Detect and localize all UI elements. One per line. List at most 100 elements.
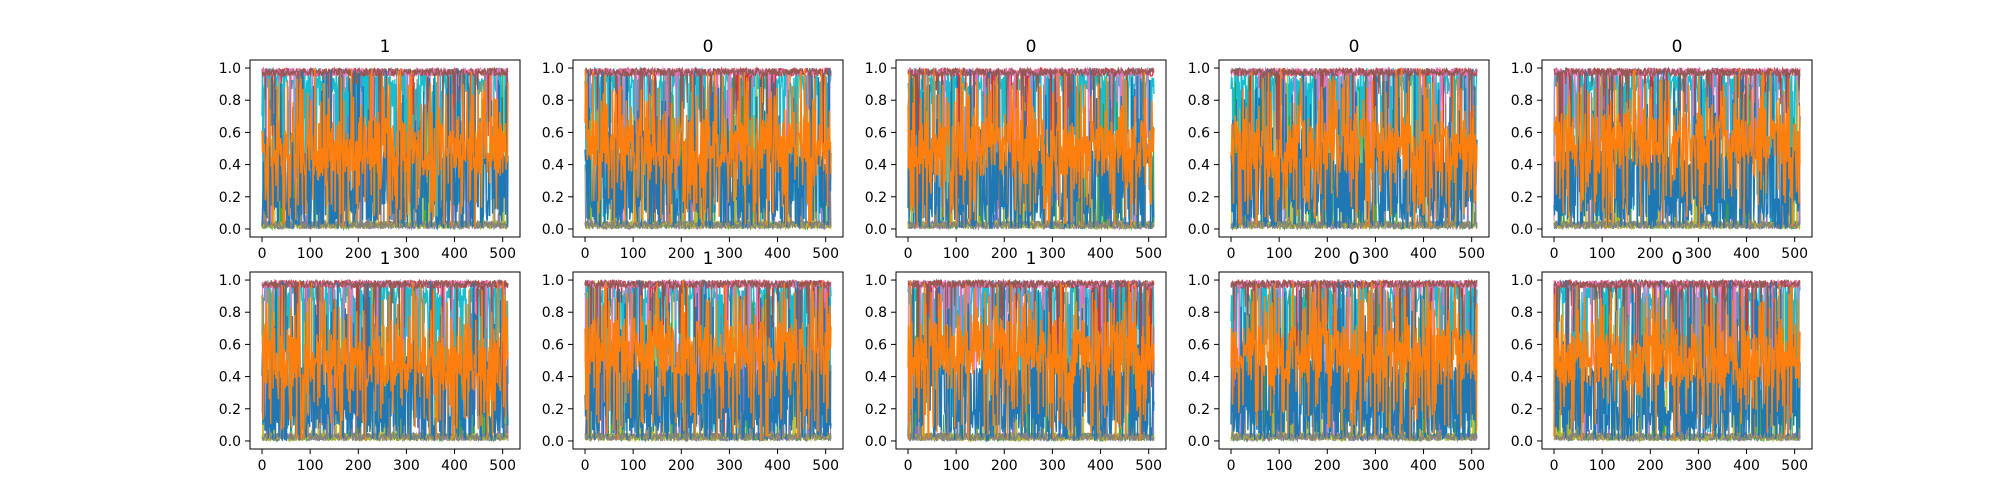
- y-tick-label: 1.0: [219, 273, 241, 289]
- x-tick-label: 100: [1266, 246, 1293, 262]
- x-tick-label: 500: [812, 246, 839, 262]
- y-tick-label: 0.6: [542, 337, 564, 353]
- series-line-orange: [1553, 282, 1801, 441]
- y-tick-label: 0.6: [865, 125, 887, 141]
- x-tick-label: 0: [1550, 246, 1559, 262]
- y-tick-label: 0.4: [865, 158, 887, 174]
- y-tick-label: 0.8: [865, 93, 887, 109]
- series-line-minor: [1230, 283, 1478, 443]
- x-tick-label: 0: [1550, 458, 1559, 474]
- y-tick-label: 0.8: [219, 93, 241, 109]
- y-tick-label: 0.0: [1511, 222, 1533, 238]
- series-line-orange: [1230, 67, 1478, 229]
- plot-area: [261, 66, 509, 232]
- y-tick-label: 0.0: [865, 434, 887, 450]
- series-line-minor: [1553, 278, 1801, 438]
- y-tick-label: 0.0: [542, 222, 564, 238]
- x-tick-label: 100: [620, 246, 647, 262]
- series-line-minor: [584, 69, 832, 231]
- x-tick-label: 500: [489, 458, 516, 474]
- series-line-minor: [1230, 278, 1478, 441]
- y-tick-label: 0.2: [865, 402, 887, 418]
- y-tick-label: 0.6: [1511, 125, 1533, 141]
- plot-area: [584, 66, 832, 231]
- axes-frame: [895, 271, 1167, 450]
- y-tick-label: 0.4: [1511, 158, 1533, 174]
- x-tick-label: 100: [1589, 246, 1616, 262]
- x-tick-label: 200: [668, 246, 695, 262]
- x-tick-label: 300: [393, 246, 420, 262]
- x-tick-label: 400: [1733, 458, 1760, 474]
- y-tick-label: 0.4: [542, 370, 564, 386]
- x-tick-label: 200: [668, 458, 695, 474]
- x-tick-label: 200: [1637, 458, 1664, 474]
- plot-area: [907, 65, 1155, 231]
- plot-area: [584, 278, 832, 443]
- subplot-5: 0 100 200 300 400 500 0.0 0.2 0.4 0.6 0.8 1.0 0: [1511, 37, 1813, 262]
- series-line-minor: [261, 68, 509, 231]
- series-line-orange: [584, 68, 832, 228]
- y-tick-label: 0.8: [1511, 305, 1533, 321]
- y-tick-label: 0.6: [865, 337, 887, 353]
- y-tick-label: 1.0: [1188, 273, 1210, 289]
- plot-area: [1230, 66, 1478, 231]
- axes-frame: [572, 271, 844, 450]
- x-tick-label: 500: [1781, 246, 1808, 262]
- x-tick-label: 300: [1362, 458, 1389, 474]
- axes-frame: [249, 271, 521, 450]
- x-tick-label: 100: [297, 458, 324, 474]
- plot-area: [907, 277, 1155, 444]
- axes-frame: [1541, 59, 1813, 238]
- axes-frame: [895, 59, 1167, 238]
- x-tick-label: 0: [904, 458, 913, 474]
- x-tick-label: 400: [764, 246, 791, 262]
- y-tick-label: 1.0: [542, 273, 564, 289]
- subplot-8: 0 100 200 300 400 500 0.0 0.2 0.4 0.6 0.8 1.0 1: [865, 249, 1167, 474]
- series-line-orange: [1230, 280, 1478, 440]
- series-line-minor: [1553, 75, 1801, 231]
- y-tick-label: 0.0: [219, 434, 241, 450]
- x-tick-label: 0: [1227, 246, 1236, 262]
- series-line-orange: [261, 281, 509, 441]
- y-tick-label: 1.0: [1511, 273, 1533, 289]
- x-tick-label: 200: [991, 458, 1018, 474]
- subplot-title: 1: [380, 37, 391, 57]
- x-tick-label: 100: [1266, 458, 1293, 474]
- subplot-4: 0 100 200 300 400 500 0.0 0.2 0.4 0.6 0.8 1.0 0: [1188, 37, 1490, 262]
- x-tick-label: 0: [904, 246, 913, 262]
- series-line-orange: [261, 68, 509, 228]
- subplot-title: 0: [1349, 37, 1360, 57]
- x-tick-label: 200: [1637, 246, 1664, 262]
- x-tick-label: 300: [1685, 246, 1712, 262]
- subplot-7: 0 100 200 300 400 500 0.0 0.2 0.4 0.6 0.8 1.0 1: [542, 249, 844, 474]
- subplot-title: 1: [703, 249, 714, 269]
- y-tick-label: 0.2: [219, 402, 241, 418]
- series-line-minor: [907, 74, 1155, 231]
- y-tick-label: 0.2: [1188, 190, 1210, 206]
- plot-area: [1553, 278, 1801, 443]
- y-tick-label: 0.8: [219, 305, 241, 321]
- y-tick-label: 1.0: [219, 61, 241, 77]
- y-tick-label: 1.0: [865, 61, 887, 77]
- x-tick-label: 300: [1039, 458, 1066, 474]
- x-tick-label: 100: [297, 246, 324, 262]
- series-line-minor: [907, 280, 1155, 443]
- subplot-title: 1: [380, 249, 391, 269]
- y-tick-label: 0.4: [1188, 158, 1210, 174]
- subplot-title: 0: [703, 37, 714, 57]
- x-tick-label: 100: [943, 246, 970, 262]
- x-tick-label: 300: [1685, 458, 1712, 474]
- y-tick-label: 0.6: [219, 125, 241, 141]
- axes-frame: [1218, 271, 1490, 450]
- subplot-title: 0: [1672, 37, 1683, 57]
- series-line-minor: [1553, 66, 1801, 223]
- x-tick-label: 500: [1135, 458, 1162, 474]
- y-tick-label: 0.4: [542, 158, 564, 174]
- y-tick-label: 0.4: [865, 370, 887, 386]
- plot-area: [1230, 278, 1478, 443]
- axes-frame: [1218, 59, 1490, 238]
- y-tick-label: 0.4: [219, 158, 241, 174]
- x-tick-label: 200: [1314, 246, 1341, 262]
- x-tick-label: 300: [716, 246, 743, 262]
